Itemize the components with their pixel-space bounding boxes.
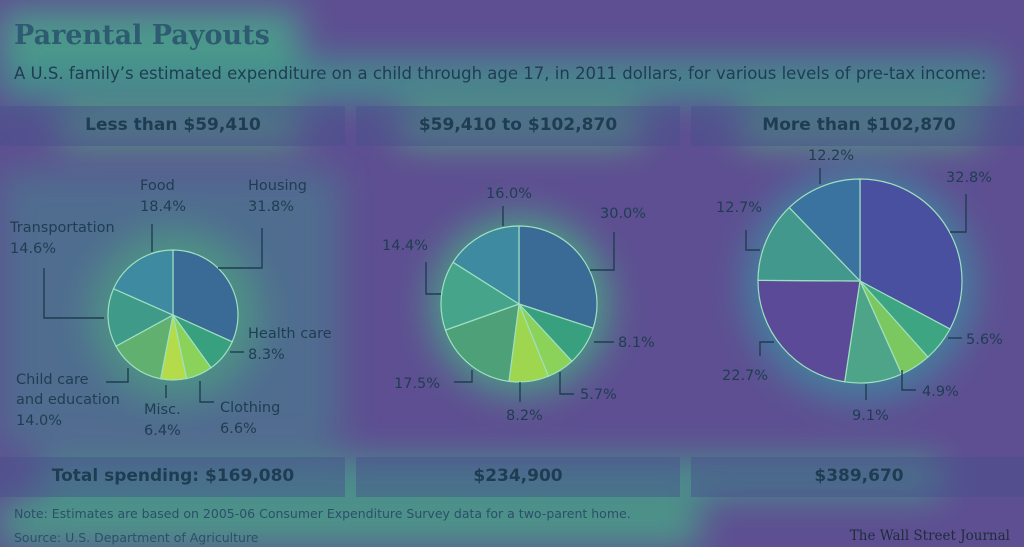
- pie-slice-2-7: [452, 225, 520, 306]
- pie-slice-1-1: [172, 249, 239, 343]
- header-band-1: [0, 106, 345, 146]
- chart-title-low-income: Less than $59,410: [85, 115, 261, 135]
- leader-line-2-5: [454, 370, 473, 383]
- slice-label-1-food: Food 18.4%: [140, 178, 186, 215]
- pie-slice-3-5: [757, 279, 861, 383]
- pie-slice-2-5: [444, 303, 520, 383]
- leader-line-3-1: [950, 194, 967, 233]
- chart-title-high-income: More than $102,870: [762, 115, 956, 135]
- source-line: Source: U.S. Department of Agriculture: [14, 530, 259, 545]
- slice-label-2-7: 16.0%: [486, 186, 532, 202]
- leader-line-3-5: [759, 341, 774, 356]
- slice-label-2-3: 5.7%: [580, 387, 617, 403]
- slice-label-1-child-care-and-education: Child care and education 14.0%: [16, 372, 120, 429]
- slice-label-1-health-care: Health care 8.3%: [248, 326, 332, 363]
- leader-line-3-6: [745, 230, 760, 251]
- leader-line-1-6: [43, 268, 104, 319]
- slice-label-1-misc: Misc. 6.4%: [144, 402, 181, 439]
- total-spending-low-income: Total spending: $169,080: [51, 466, 295, 486]
- pie-chart-3: 32.8% 5.6% 4.9% 9.1% 22.7% 12.7% 12.2%: [716, 148, 1003, 424]
- leader-line-1-3: [199, 381, 214, 403]
- pie-slice-2-1: [518, 225, 598, 329]
- header-band-2: [356, 106, 680, 146]
- total-spending-mid-income: $234,900: [473, 466, 563, 486]
- slice-label-2-5: 17.5%: [394, 376, 440, 392]
- slice-label-2-6: 14.4%: [382, 238, 428, 254]
- slice-label-3-4: 9.1%: [852, 408, 889, 424]
- page-subtitle: A U.S. family’s estimated expenditure on…: [14, 64, 987, 83]
- leader-line-2-1: [590, 232, 615, 271]
- total-band-1: [0, 457, 345, 497]
- slice-label-3-2: 5.6%: [966, 332, 1003, 348]
- slice-label-2-4: 8.2%: [506, 408, 543, 424]
- slice-label-3-5: 22.7%: [722, 368, 768, 384]
- slice-label-1-transportation: Transportation 14.6%: [9, 220, 115, 257]
- leader-line-1-5: [106, 368, 129, 383]
- slice-label-2-2: 8.1%: [618, 335, 655, 351]
- total-band-3: [691, 457, 1024, 497]
- slice-label-3-3: 4.9%: [922, 384, 959, 400]
- page-title: Parental Payouts: [14, 20, 270, 51]
- pie-chart-2: 30.0% 8.1% 5.7% 8.2% 17.5% 14.4% 16.0%: [382, 186, 655, 424]
- leader-line-3-3: [901, 370, 916, 391]
- pie-chart-1: Housing 31.8% Health care 8.3% Clothing 6.6% M…: [9, 178, 332, 439]
- total-band-2: [356, 457, 680, 497]
- pie-slice-2-6: [440, 261, 521, 331]
- pie-slice-1-6: [107, 287, 175, 348]
- slice-label-1-housing: Housing 31.8%: [248, 178, 307, 215]
- slice-label-2-1: 30.0%: [600, 206, 646, 222]
- leader-line-1-1: [218, 228, 263, 269]
- leader-line-2-3: [559, 372, 574, 395]
- publication-credit: The Wall Street Journal: [849, 528, 1010, 544]
- pie-slice-3-6: [757, 206, 862, 282]
- header-band-3: [691, 106, 1024, 146]
- pie-slice-3-1: [859, 178, 963, 330]
- pie-slice-3-7: [788, 178, 861, 283]
- footnote: Note: Estimates are based on 2005-06 Con…: [14, 506, 631, 521]
- slice-label-3-1: 32.8%: [946, 170, 992, 186]
- slice-label-1-clothing: Clothing 6.6%: [220, 400, 280, 437]
- slice-label-3-6: 12.7%: [716, 200, 762, 216]
- leader-line-2-6: [425, 262, 441, 295]
- total-spending-high-income: $389,670: [814, 466, 904, 486]
- pie-slice-1-7: [112, 249, 174, 316]
- pie-slice-1-5: [115, 313, 174, 380]
- chart-title-mid-income: $59,410 to $102,870: [418, 115, 618, 135]
- slice-label-3-7: 12.2%: [808, 148, 854, 164]
